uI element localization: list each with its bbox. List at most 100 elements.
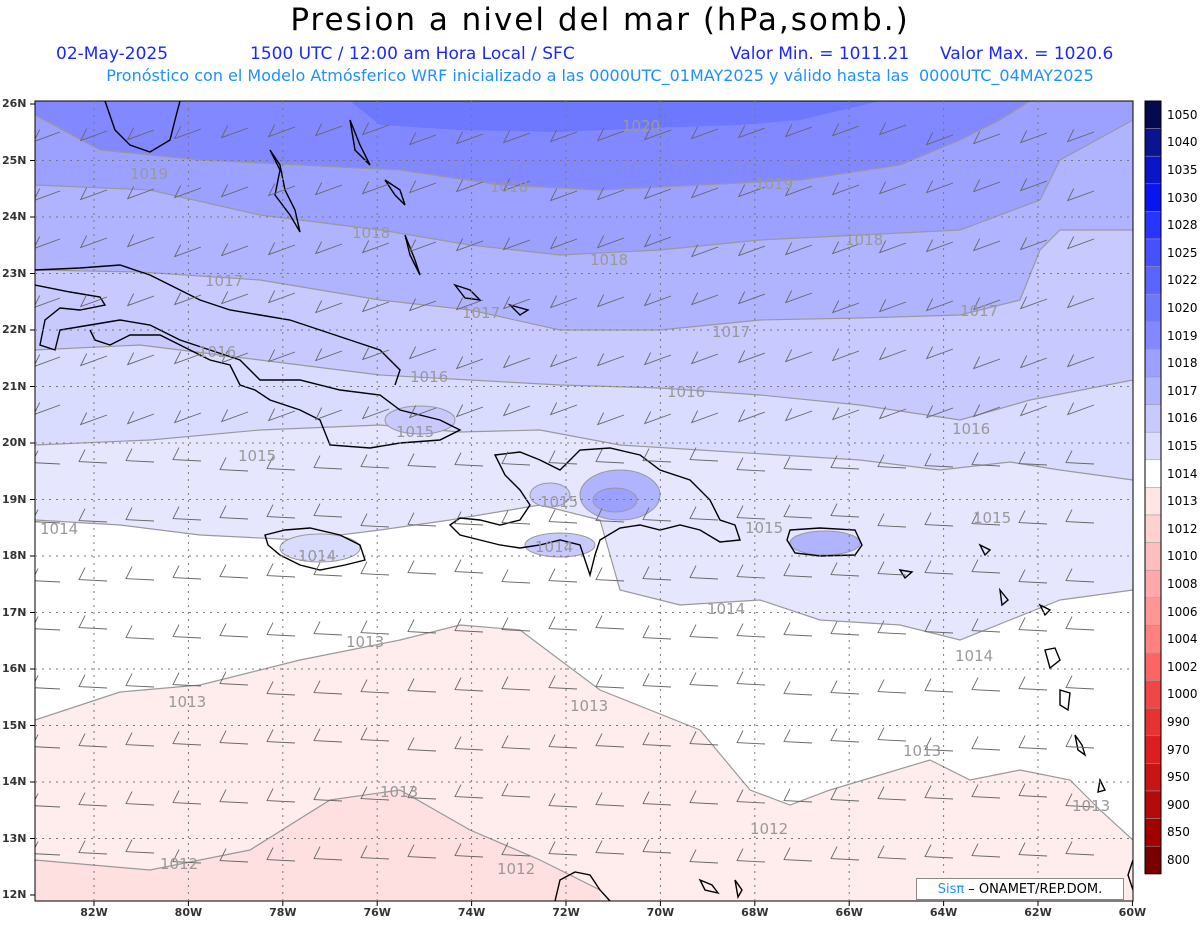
wind-barb [689,447,719,462]
wind-barb [219,848,249,863]
wind-barb [219,730,249,745]
wind-barb [737,291,766,305]
contour-label: 1018 [490,178,528,196]
lat-label: 20N [2,436,27,449]
wind-barb [360,727,390,742]
wind-barb [454,559,484,574]
lon-label: 74W [457,906,486,919]
wind-barb [126,293,155,307]
wind-barb [454,511,484,526]
colorbar-swatch [1144,128,1162,157]
wind-barb [407,512,437,527]
wind-barb [314,182,343,196]
wind-barb [454,618,484,633]
wind-barb [35,295,61,308]
contour-label: 1015 [745,519,783,537]
contour-label: 1017 [462,304,500,322]
wind-barb [642,839,672,854]
lon-label: 82W [80,906,108,919]
wind-barb [501,735,531,750]
date-label: 02-May-2025 [56,44,169,64]
wind-barb [313,562,343,577]
wind-barb [736,564,766,579]
wind-barb [408,298,437,312]
wind-barb [1019,178,1048,192]
wind-barb [548,841,578,856]
wind-barb [784,124,813,138]
lon-label: 72W [552,906,580,919]
wind-barb [548,793,578,808]
wind-barb [549,295,578,309]
wind-barb [549,236,578,250]
wind-barb [125,732,155,747]
colorbar-swatch [1144,155,1162,185]
wind-barb [361,122,390,136]
wind-barb [35,450,61,465]
wind-barb [501,676,531,691]
wind-barb [78,733,108,748]
wind-barb [830,846,860,861]
wind-barb [830,787,860,802]
wind-barb [266,788,296,803]
colorbar-label: 950 [1167,770,1190,785]
wind-barb [219,623,249,638]
map-frame [34,100,1134,902]
wind-barb [1018,842,1048,857]
wind-barb [407,844,437,859]
wind-barb [407,737,437,752]
wind-barb [35,509,61,524]
colorbar-swatch [1144,569,1162,599]
wind-barb [877,513,907,528]
wind-barb [35,793,61,808]
wind-barb [831,407,860,421]
wind-barb [549,188,578,202]
wind-barb [220,291,249,305]
wind-barb [689,506,719,521]
wind-barb [831,300,860,314]
colorbar-swatch [1144,376,1162,405]
wind-barb [78,674,108,689]
shade-1019-1020 [35,101,1030,190]
wind-barb [35,402,61,415]
wind-barb [1066,129,1095,143]
wind-barb [1065,450,1095,465]
wind-barb [407,619,437,634]
sis-logo-text: Sisπ [937,881,965,897]
wind-barb [548,734,578,749]
contour-label: 1015 [540,493,578,511]
wind-barb [455,131,484,145]
wind-barb [642,673,672,688]
wind-barb [925,180,954,194]
wind-barb [502,355,531,369]
wind-barb [548,616,578,631]
wind-barb [501,569,531,584]
colorbar-swatch [1144,514,1162,543]
lat-label: 22N [2,323,27,336]
wind-barb [925,239,954,253]
wind-barb [313,787,343,802]
colorbar-label: 1022 [1167,273,1198,288]
lat-label: 14N [2,775,27,788]
wind-barb [313,728,343,743]
wind-barb [1065,568,1095,583]
contour-label: 1012 [497,860,535,878]
wind-barb [596,235,625,249]
wind-barb [877,679,907,694]
wind-barb [784,290,813,304]
lon-label: 78W [269,906,297,919]
colorbar-label: 1012 [1167,521,1198,536]
wind-barb [125,673,155,688]
florida-coast [104,101,181,153]
wind-barb [736,848,766,863]
wind-barb [595,508,625,523]
wind-barb [454,843,484,858]
wind-barb [173,185,202,199]
wind-barb [79,128,108,142]
wind-barb [360,561,390,576]
wind-barb [548,509,578,524]
colorbar-label: 970 [1167,742,1190,757]
colorbar-label: 1028 [1167,218,1198,233]
lat-label: 23N [2,266,27,280]
wind-barb [267,242,296,256]
colorbar-swatch [1144,266,1162,295]
